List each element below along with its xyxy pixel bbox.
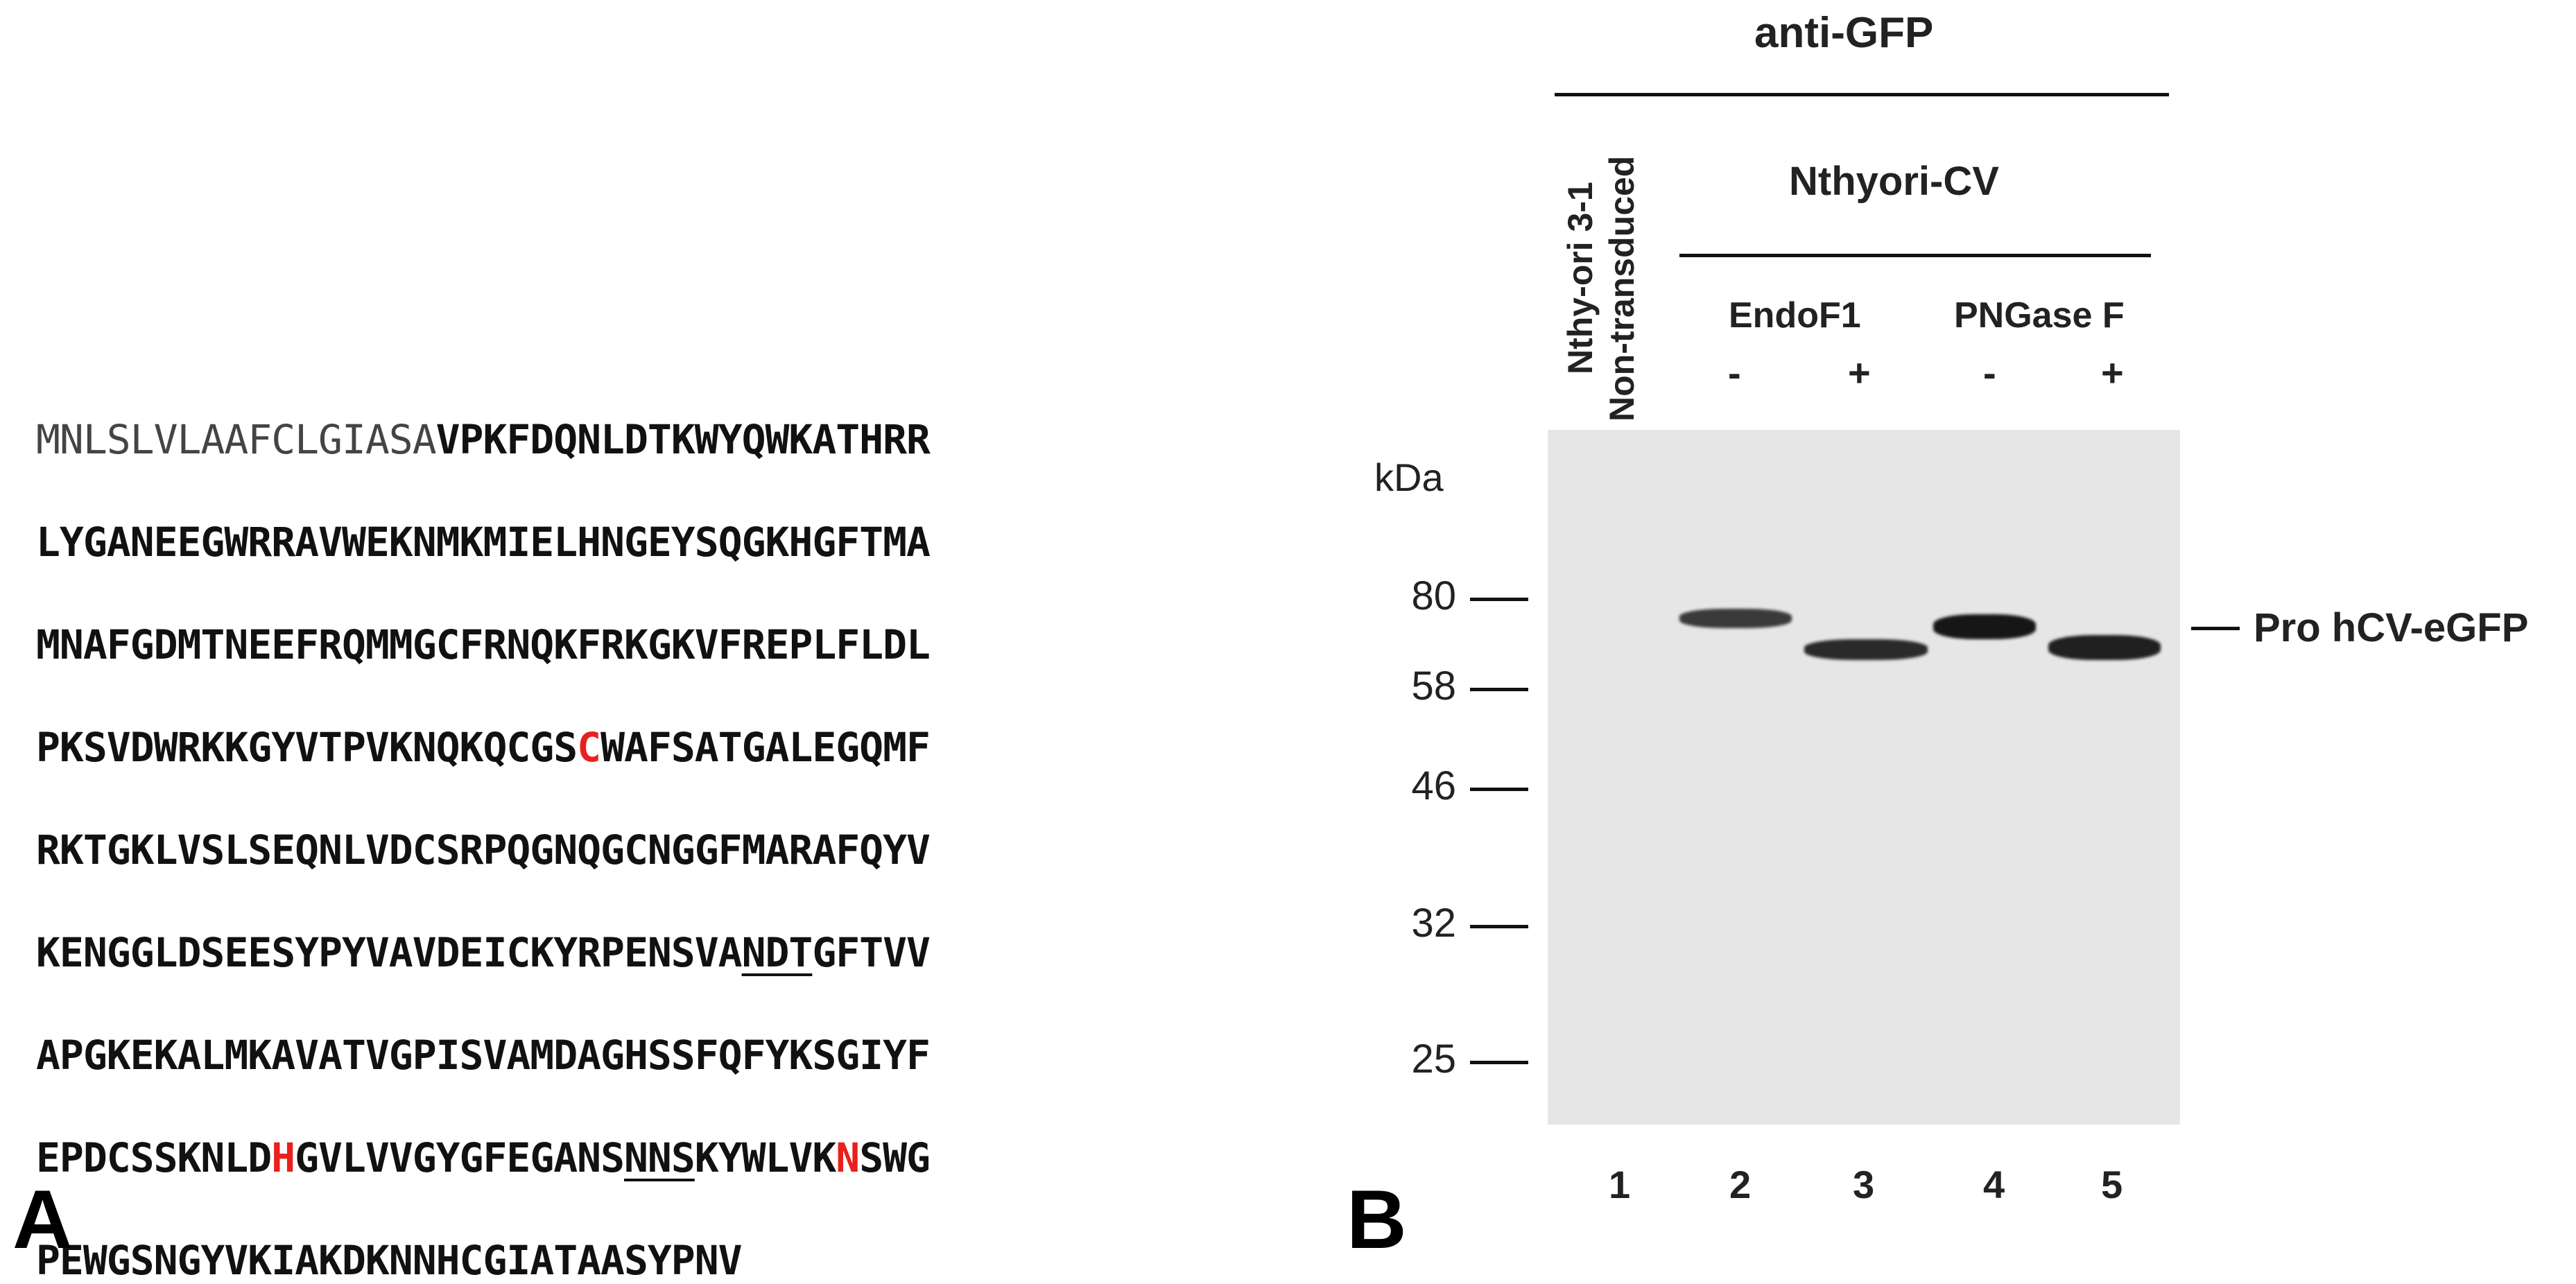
control-label-line1: Nthy-ori 3-1 [1561, 182, 1600, 374]
lane-number-3: 3 [1853, 1163, 1875, 1206]
antibody-rule [1555, 93, 2169, 96]
signal-peptide: MNLSLVLAAFCLGIASA [36, 416, 437, 463]
group-label: Nthyori-CV [1789, 159, 1999, 204]
highlighted-residue: H [271, 1134, 295, 1181]
antibody-label: anti-GFP [1754, 9, 1934, 57]
glycosylation-site: NNS [624, 1134, 695, 1181]
sequence-segment: KYWLVK [694, 1134, 837, 1181]
sign-lane-2: - [1728, 351, 1741, 394]
marker-tick-58 [1470, 688, 1528, 691]
glycosylation-site: NDT [741, 929, 813, 976]
sequence-segment: SWG [859, 1134, 931, 1181]
sequence-segment: RKTGKLVSLSEQNLVDCSRPQGNQGCNGGFMARAFQYV [36, 826, 931, 874]
sequence-line: RKTGKLVSLSEQNLVDCSRPQGNQGCNGGFMARAFQYV [36, 826, 931, 874]
control-label-line2: Non-transduced [1602, 155, 1641, 422]
enzyme-pngase-label: PNGase F [1954, 295, 2125, 336]
sign-lane-3: + [1848, 351, 1871, 394]
sequence-line: PKSVDWRKKGYVTPVKNQKQCGSCWAFSATGALEGQMF [36, 724, 931, 771]
marker-tick-32 [1470, 925, 1528, 928]
panel-a-label: A [12, 1173, 73, 1266]
band-pointer [2191, 627, 2240, 630]
sequence-segment: PKSVDWRKKGYVTPVKNQKQCGS [36, 724, 578, 771]
sequence-line: APGKEKALMKAVATVGPISVAMDAGHSSFQFYKSGIYF [36, 1032, 931, 1079]
lane-number-1: 1 [1609, 1163, 1631, 1206]
marker-label-46: 46 [1411, 763, 1456, 808]
sequence-segment: EPDCSSKNLD [36, 1134, 272, 1181]
sequence-segment: VPKFDQNLDTKWYQWKATHRR [435, 416, 931, 463]
marker-tick-25 [1470, 1061, 1528, 1064]
lane-number-4: 4 [1983, 1163, 2005, 1206]
sequence-segment: MNAFGDMTNEEFRQMMGCFRNQKFRKGKVFREPLFLDL [36, 621, 931, 668]
sequence-segment: GFTVV [812, 929, 931, 976]
marker-tick-80 [1470, 598, 1528, 601]
sequence-segment: PEWGSNGYVKIAKDKNNHCGIATAASYPNV [36, 1237, 743, 1284]
western-blot-image [1548, 430, 2180, 1125]
sequence-line: PEWGSNGYVKIAKDKNNHCGIATAASYPNV [36, 1237, 743, 1284]
group-rule [1679, 254, 2151, 257]
marker-tick-46 [1470, 788, 1528, 791]
sequence-segment: KENGGLDSEESYPYVAVDEICKYRPENSVA [36, 929, 743, 976]
sequence-line: MNAFGDMTNEEFRQMMGCFRNQKFRKGKVFREPLFLDL [36, 621, 931, 668]
sequence-segment: WAFSATGALEGQMF [600, 724, 931, 771]
band-lane-5 [2048, 635, 2161, 660]
band-lane-4 [1933, 614, 2036, 639]
enzyme-endof1-label: EndoF1 [1729, 295, 1861, 336]
marker-label-25: 25 [1411, 1036, 1456, 1082]
band-lane-2 [1679, 609, 1792, 628]
marker-label-58: 58 [1411, 663, 1456, 709]
lane-number-5: 5 [2101, 1163, 2123, 1206]
sequence-segment: LYGANEEGWRRAVWEKNMKMIELHNGEYSQGKHGFTMA [36, 519, 931, 566]
highlighted-residue: N [836, 1134, 860, 1181]
lane-number-2: 2 [1729, 1163, 1752, 1206]
marker-label-32: 32 [1411, 901, 1456, 946]
sign-lane-4: - [1983, 351, 1996, 394]
marker-label-80: 80 [1411, 573, 1456, 618]
sign-lane-5: + [2101, 351, 2124, 394]
band-lane-3 [1804, 639, 1928, 660]
panel-b-label: B [1347, 1173, 1407, 1266]
kda-label: kDa [1374, 456, 1444, 499]
sequence-line: KENGGLDSEESYPYVAVDEICKYRPENSVANDTGFTVV [36, 929, 931, 976]
sequence-line: MNLSLVLAAFCLGIASAVPKFDQNLDTKWYQWKATHRR [36, 416, 931, 463]
highlighted-residue: C [577, 724, 601, 771]
sequence-line: LYGANEEGWRRAVWEKNMKMIELHNGEYSQGKHGFTMA [36, 519, 931, 566]
sequence-line: EPDCSSKNLDHGVLVVGYGFEGANSNNSKYWLVKNSWG [36, 1134, 931, 1181]
band-label: Pro hCV-eGFP [2254, 605, 2529, 650]
sequence-segment: GVLVVGYGFEGANS [295, 1134, 625, 1181]
sequence-segment: APGKEKALMKAVATVGPISVAMDAGHSSFQFYKSGIYF [36, 1032, 931, 1079]
